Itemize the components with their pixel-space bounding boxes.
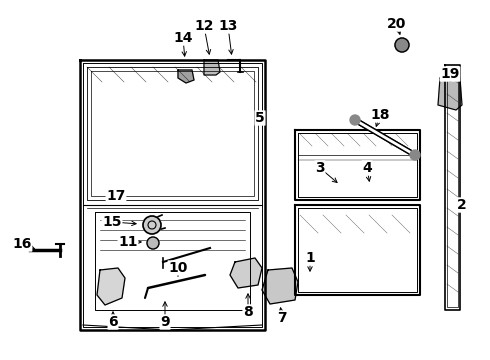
Polygon shape	[97, 268, 125, 305]
Text: 17: 17	[106, 189, 126, 203]
Text: 12: 12	[194, 19, 214, 33]
Text: 1: 1	[305, 251, 315, 265]
Text: 6: 6	[108, 315, 118, 329]
Polygon shape	[178, 70, 194, 83]
Text: 10: 10	[168, 261, 188, 275]
Circle shape	[395, 38, 409, 52]
Text: 20: 20	[387, 17, 407, 31]
Text: 2: 2	[457, 198, 467, 212]
Text: 3: 3	[315, 161, 325, 175]
Text: 9: 9	[160, 315, 170, 329]
Text: 19: 19	[441, 67, 460, 81]
Polygon shape	[262, 268, 298, 304]
Circle shape	[143, 216, 161, 234]
Text: 18: 18	[370, 108, 390, 122]
Text: 11: 11	[118, 235, 138, 249]
Text: 15: 15	[102, 215, 122, 229]
Circle shape	[147, 237, 159, 249]
Text: 14: 14	[173, 31, 193, 45]
Circle shape	[410, 150, 420, 160]
Polygon shape	[438, 78, 462, 110]
Circle shape	[350, 115, 360, 125]
Polygon shape	[204, 60, 220, 75]
Text: 4: 4	[362, 161, 372, 175]
Text: 16: 16	[12, 237, 32, 251]
Polygon shape	[230, 258, 262, 288]
Text: 13: 13	[219, 19, 238, 33]
Text: 5: 5	[255, 111, 265, 125]
Text: 7: 7	[277, 311, 287, 325]
Text: 8: 8	[243, 305, 253, 319]
